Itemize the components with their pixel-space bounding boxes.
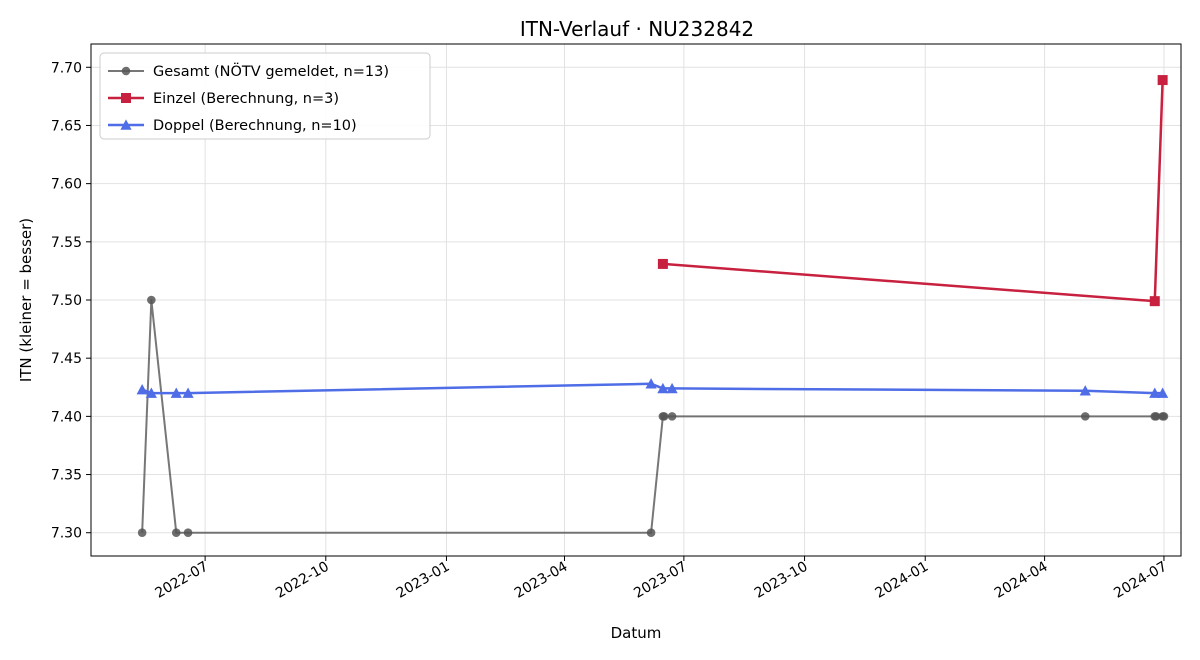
data-point [1149, 387, 1161, 398]
y-tick-label: 7.70 [51, 60, 82, 76]
data-point [147, 295, 156, 305]
data-point [645, 378, 657, 389]
series-line [662, 80, 1164, 303]
y-tick-label: 7.50 [51, 293, 82, 309]
legend-marker [121, 66, 131, 76]
data-point [1157, 75, 1168, 86]
y-tick-label: 7.30 [51, 526, 82, 542]
data-point [170, 387, 182, 398]
x-tick-label: 2023-04 [512, 559, 571, 602]
data-point [666, 382, 678, 394]
data-point [646, 528, 656, 538]
legend-marker [121, 93, 131, 103]
series-triangle [136, 378, 1169, 398]
y-tick-label: 7.45 [51, 351, 82, 367]
series-line [141, 382, 1163, 395]
data-point [136, 384, 148, 395]
series-square [657, 75, 1168, 307]
series-circle [137, 295, 1169, 538]
x-tick-label: 2024-04 [992, 559, 1051, 602]
x-tick-label: 2023-01 [394, 559, 453, 602]
legend-label: Doppel (Berechnung, n=10) [153, 118, 357, 134]
x-tick-label: 2023-07 [631, 559, 690, 602]
legend-label: Einzel (Berechnung, n=3) [153, 91, 339, 107]
data-point [667, 412, 677, 421]
data-point [657, 258, 668, 269]
data-point [1151, 412, 1161, 421]
legend-label: Gesamt (NÖTV gemeldet, n=13) [153, 62, 389, 80]
data-point [1149, 296, 1160, 307]
data-point [1157, 387, 1169, 398]
x-tick-label: 2023-10 [752, 559, 811, 602]
x-tick-label: 2024-01 [873, 559, 932, 602]
data-point [1079, 385, 1091, 396]
legend-marker [120, 119, 132, 130]
y-axis-title: ITN (kleiner = besser) [17, 218, 35, 382]
data-point [183, 528, 193, 538]
x-axis: 2022-07 2022-10 2023-01 2023-04 2023-07 2023-… [152, 556, 1170, 602]
x-tick-label: 2022-10 [273, 559, 332, 602]
x-tick-label: 2022-07 [152, 559, 211, 602]
data-point [657, 382, 669, 394]
data-point [171, 528, 181, 538]
x-tick-label: 2024-07 [1111, 559, 1170, 602]
data-point [659, 412, 669, 421]
y-tick-label: 7.60 [51, 177, 82, 193]
x-axis-title: Datum [611, 624, 662, 642]
y-axis: 7.30 7.35 7.40 7.45 7.50 7.55 7.60 7.65 7.70 [51, 60, 91, 542]
y-tick-label: 7.55 [51, 235, 82, 251]
y-tick-label: 7.65 [51, 118, 82, 134]
data-point [145, 387, 157, 398]
legend-box [99, 52, 431, 140]
series-layer [136, 75, 1169, 538]
data-point [182, 387, 194, 398]
y-tick-label: 7.35 [51, 468, 82, 484]
legend: Gesamt (NÖTV gemeldet, n=13) Einzel (Bere… [99, 52, 431, 140]
data-point [1080, 412, 1090, 421]
chart-title: ITN-Verlauf · NU232842 [520, 17, 754, 41]
data-point [137, 528, 147, 538]
data-point [1159, 412, 1169, 421]
y-tick-label: 7.40 [51, 409, 82, 425]
